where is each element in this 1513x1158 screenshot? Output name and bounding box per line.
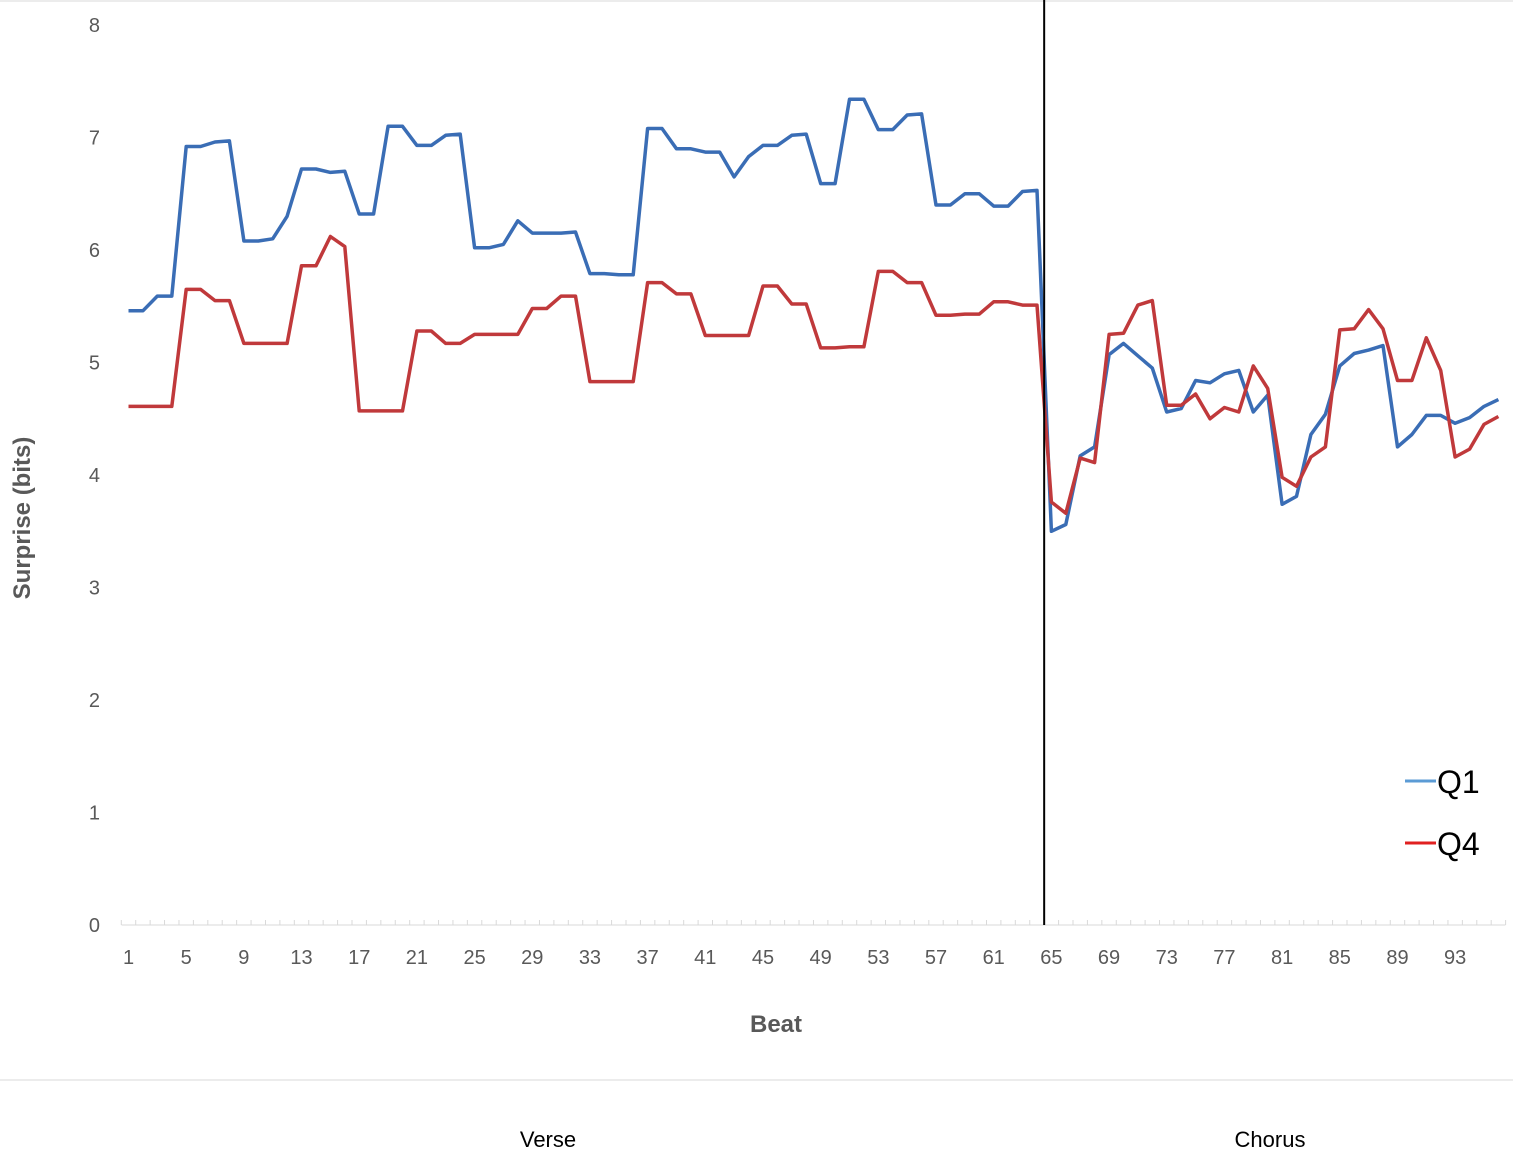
section-label-chorus: Chorus <box>1235 1127 1306 1152</box>
x-tick-label: 61 <box>983 947 1005 969</box>
x-tick-label: 33 <box>579 947 601 969</box>
x-axis <box>120 920 1507 926</box>
x-axis-title: Beat <box>750 1011 802 1038</box>
x-tick-label: 85 <box>1329 947 1351 969</box>
x-tick-label: 53 <box>867 947 889 969</box>
x-tick-label: 9 <box>238 947 249 969</box>
y-tick-label: 4 <box>89 465 100 487</box>
x-tick-label: 5 <box>181 947 192 969</box>
y-tick-label: 3 <box>89 578 100 600</box>
x-tick-label: 57 <box>925 947 947 969</box>
x-tick-label: 93 <box>1444 947 1466 969</box>
x-tick-label: 37 <box>636 947 658 969</box>
section-label-verse: Verse <box>520 1127 576 1152</box>
x-tick-label: 25 <box>463 947 485 969</box>
x-tick-label: 73 <box>1156 947 1178 969</box>
y-tick-label: 6 <box>89 240 100 262</box>
x-tick-label: 29 <box>521 947 543 969</box>
x-tick-label: 41 <box>694 947 716 969</box>
y-axis-ticks: 0 1 2 3 4 5 6 7 8 <box>89 15 100 937</box>
y-tick-label: 5 <box>89 353 100 375</box>
x-tick-label: 89 <box>1386 947 1408 969</box>
x-tick-label: 69 <box>1098 947 1120 969</box>
legend-label-q4: Q4 <box>1437 826 1480 862</box>
series-line-q4 <box>128 234 1500 516</box>
series-line-q1 <box>128 97 1500 534</box>
x-tick-label: 21 <box>406 947 428 969</box>
legend-label-q1: Q1 <box>1437 764 1480 800</box>
y-tick-label: 1 <box>89 803 100 825</box>
x-tick-label: 13 <box>290 947 312 969</box>
x-tick-label: 77 <box>1213 947 1235 969</box>
y-axis-title: Surprise (bits) <box>9 437 36 600</box>
y-tick-label: 7 <box>89 128 100 150</box>
section-labels: Verse Chorus <box>520 1127 1306 1152</box>
x-axis-ticks: 1 5 9 13 17 21 25 29 33 37 41 45 49 53 57 61 65 69 73 77 81 8… <box>123 947 1466 969</box>
series-layer <box>128 97 1500 534</box>
y-tick-label: 2 <box>89 690 100 712</box>
y-tick-label: 0 <box>89 915 100 937</box>
x-tick-label: 17 <box>348 947 370 969</box>
legend: Q1 Q4 <box>1405 764 1480 862</box>
x-tick-label: 49 <box>810 947 832 969</box>
x-tick-label: 81 <box>1271 947 1293 969</box>
x-tick-label: 45 <box>752 947 774 969</box>
x-tick-label: 1 <box>123 947 134 969</box>
x-tick-label: 65 <box>1040 947 1062 969</box>
y-tick-label: 8 <box>89 15 100 37</box>
